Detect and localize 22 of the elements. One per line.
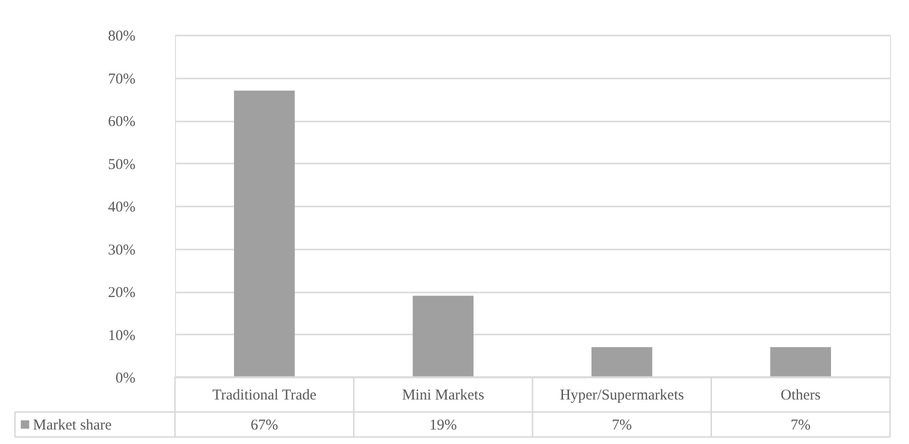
data-label: 67% (250, 418, 278, 434)
y-tick-label: 10% (108, 328, 136, 344)
y-tick-label: 50% (108, 156, 136, 173)
data-label: 7% (612, 418, 632, 434)
y-tick-label: 30% (108, 242, 136, 258)
bar (770, 347, 832, 377)
y-tick-label: 0% (116, 370, 136, 386)
data-label: 7% (790, 418, 811, 434)
bar (591, 347, 652, 377)
x-tick-label: Others (780, 388, 821, 404)
y-tick-label: 40% (108, 200, 136, 216)
x-tick-label: Mini Markets (402, 388, 484, 404)
x-tick-label: Traditional Trade (212, 388, 317, 404)
bar (234, 90, 295, 377)
legend-label: Market share (33, 418, 112, 434)
y-tick-label: 70% (108, 71, 136, 88)
data-label: 19% (429, 418, 457, 434)
x-tick-label: Hyper/Supermarkets (560, 388, 684, 404)
y-tick-label: 80% (108, 28, 136, 44)
y-tick-label: 60% (108, 114, 136, 130)
bar (412, 296, 474, 377)
y-tick-label: 20% (108, 285, 136, 301)
